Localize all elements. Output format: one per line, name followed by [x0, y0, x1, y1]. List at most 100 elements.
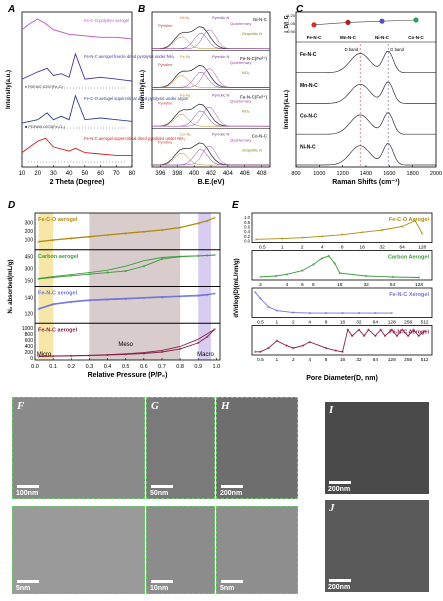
panel-e-xtick-label: 6: [301, 282, 304, 288]
panel-e-point: [259, 350, 262, 353]
panel-d-xtick-label: 0.0: [31, 364, 39, 370]
panel-b-xtick-label: 400: [189, 171, 200, 177]
panel-e-series-label: Carbon Aerogel: [388, 255, 430, 261]
panel-a-series-line: [21, 137, 132, 156]
panel-e-series-line: [255, 220, 423, 240]
panel-d-point: [70, 274, 73, 277]
panel-a-xtick-label: 40: [66, 171, 73, 177]
panel-d-point: [52, 303, 55, 306]
panel-b-fit-peak: [151, 29, 270, 50]
panel-label-b: B: [138, 4, 145, 15]
panel-e-xtick-label: 64: [373, 320, 379, 326]
panel-c-ratio-line: [313, 19, 417, 26]
panel-c-d-band-label: D band: [345, 47, 359, 52]
scale-bar: [329, 579, 351, 582]
panel-e-xtick-label: 2: [301, 245, 304, 251]
scale-text: 5nm: [16, 585, 31, 592]
panel-d-ytick-label: 400: [25, 344, 34, 350]
panel-d-point: [124, 297, 127, 301]
panel-e-xtick-label: 256: [404, 320, 412, 326]
panel-c-xtick-label: 800: [291, 171, 300, 177]
panel-c-xtick-label: 1000: [313, 171, 325, 177]
panel-d-point: [197, 222, 200, 225]
panel-d-ytick-label: 600: [25, 338, 34, 344]
scale-text: 10nm: [150, 585, 169, 592]
panel-b-sample-label: Ni-N-C: [253, 17, 267, 22]
panel-e-point: [341, 233, 344, 236]
panel-e-point: [259, 297, 262, 300]
panel-d-point: [206, 293, 209, 297]
panel-e-point: [338, 272, 341, 275]
panel-e-point: [254, 238, 257, 241]
panel-d-point: [52, 276, 55, 279]
panel-c-xtick-label: 1600: [383, 171, 395, 177]
panel-e-subplot-frame: [251, 287, 433, 318]
panel-b-fit-peak: [151, 107, 270, 127]
panel-e-xtick-label: 8: [341, 245, 344, 251]
scale-bar: [221, 485, 243, 488]
panel-e-xtick-label: 4: [308, 357, 311, 363]
panel-d-point: [213, 328, 216, 331]
panel-e-point: [374, 334, 377, 337]
panel-c-xlabel: Raman Shifts (cm⁻¹): [332, 179, 399, 186]
panel-c-xtick-label: 1400: [360, 171, 372, 177]
panel-e-xtick-label: 16: [340, 357, 346, 363]
panel-e-xtick-label: 16: [337, 282, 343, 288]
panel-d-xtick-label: 0.7: [158, 364, 166, 370]
panel-d-series-label: Carbon aerogel: [38, 254, 79, 260]
panel-b-ylabel: Intensity(a.u.): [140, 70, 146, 109]
panel-e-xtick-label: 1: [276, 320, 279, 326]
panel-d-point: [52, 355, 55, 358]
panel-b-xtick-label: 396: [155, 171, 166, 177]
panel-e-ytick-label: 0.0: [244, 239, 250, 244]
panel-b-peak-label: Pyrrolic N: [212, 15, 229, 20]
panel-c-spectrum-label: Co-N-C: [300, 114, 318, 120]
panel-e-point: [320, 257, 323, 260]
panel-d-point: [70, 354, 73, 357]
panel-e-point: [333, 262, 336, 265]
panel-a-reference-label: ■ PDF#99-0073(Fe₂O₃): [25, 125, 66, 129]
panel-d-point: [197, 254, 200, 258]
panel-d-point: [178, 347, 182, 351]
panel-d-ytick-label: 450: [25, 255, 34, 261]
panel-e-xtick-label: 64: [390, 282, 396, 288]
scale-text: 50nm: [150, 490, 169, 497]
panel-e-point: [325, 311, 328, 315]
panel-b-xtick-label: 406: [240, 171, 251, 177]
panel-d-point: [197, 341, 200, 344]
panel-d-point: [52, 239, 55, 242]
panel-c-ratio-point: [413, 17, 419, 23]
panel-e-point: [423, 329, 426, 333]
panel-b-peak-label: Graphitic N: [242, 31, 262, 36]
sem-panel-j: J 200nm: [325, 500, 429, 592]
panel-d-point: [142, 230, 145, 233]
panel-label-a: A: [7, 4, 15, 15]
scale-text: 200nm: [328, 486, 351, 493]
panel-e-point: [412, 328, 415, 331]
panel-a-legend-entry: Fe-N-C aerogel supercritical dried pyrol…: [84, 136, 185, 141]
panel-c-ratio-point: [311, 22, 317, 28]
panel-e-xtick-label: 32: [356, 320, 362, 326]
panel-d-point: [197, 294, 200, 297]
panel-d-desorption-line: [38, 217, 215, 242]
tem-panel-g-bottom: 10nm: [146, 506, 215, 594]
panel-c-ylabel: Intensity(a.u.): [284, 90, 290, 129]
panel-c-category-label: Mn-N-C: [340, 35, 357, 40]
panel-d-point: [88, 235, 91, 238]
panel-d-ytick-label: 0: [30, 356, 33, 362]
panel-e-point: [292, 311, 295, 314]
scale-bar: [329, 481, 351, 484]
panel-d-point: [160, 296, 164, 299]
panel-d-desorption-line: [38, 328, 215, 357]
panel-a-reference-label: ♦ PDF#07-0297(Fe₃C): [25, 85, 64, 89]
panel-d-ytick-label: 200: [25, 350, 34, 356]
panel-e-xtick-label: 128: [388, 357, 396, 363]
panel-e-point: [259, 275, 262, 278]
panel-d-point: [124, 353, 127, 356]
panel-b-sample-label: Fe-N-C(Fe²⁺): [240, 95, 267, 100]
panel-d-ytick-label: 120: [25, 311, 34, 317]
panel-d-point: [106, 271, 109, 274]
scale-text: 200nm: [220, 490, 243, 497]
panel-c-category-label: Ni-N-C: [375, 35, 390, 40]
panel-b-peak-label: Quarternary: [230, 60, 251, 65]
